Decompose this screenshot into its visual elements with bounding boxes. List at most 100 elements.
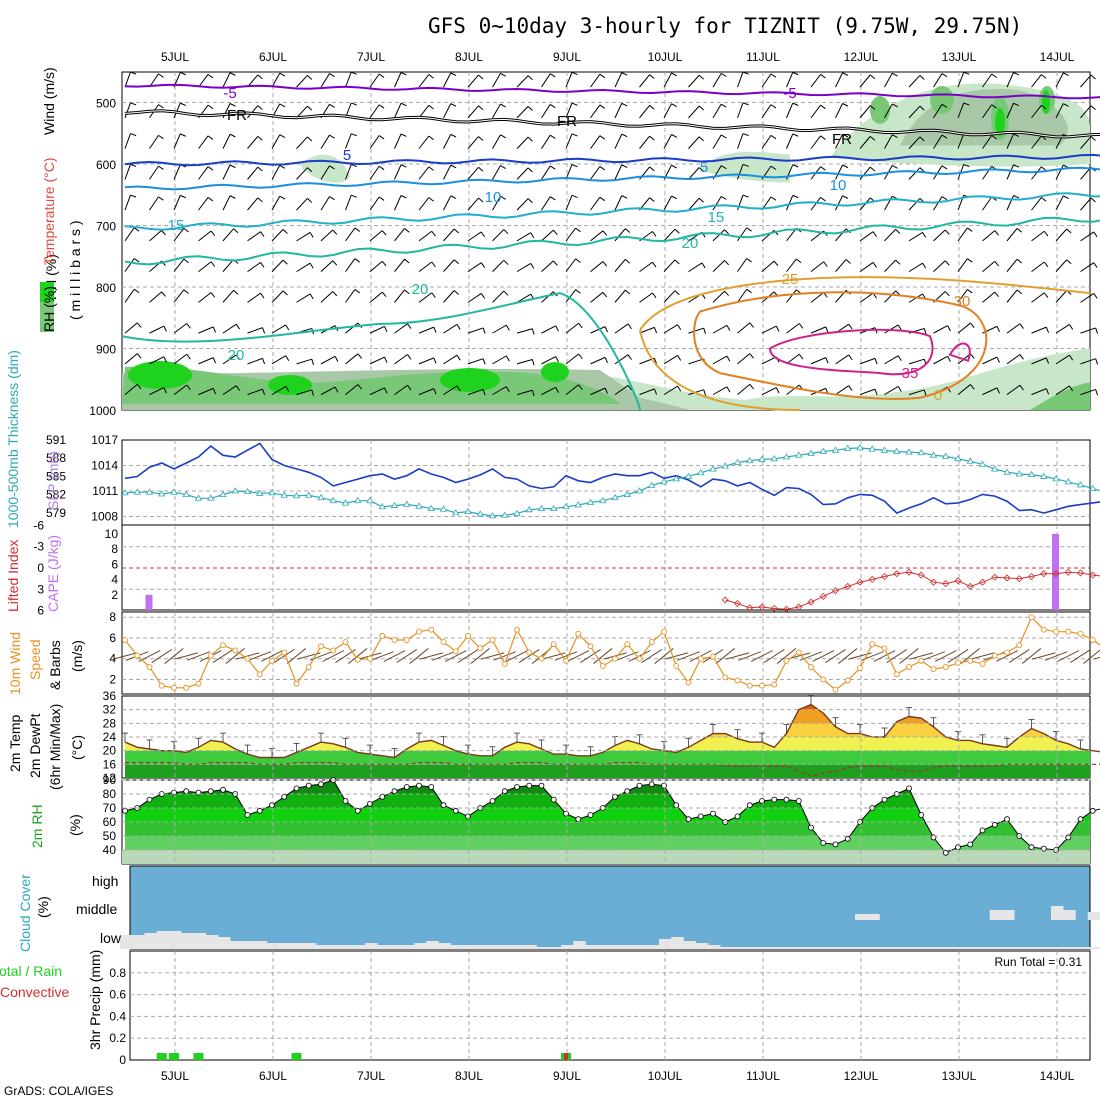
wind-barb: [742, 102, 749, 106]
wind-barb: [590, 166, 601, 180]
wind-barb: [1043, 230, 1049, 237]
wind-barb: [198, 261, 212, 273]
wind-barb: [565, 72, 573, 88]
wind-barb: [394, 195, 402, 211]
wind-barb: [792, 164, 799, 168]
wind-barb: [503, 229, 509, 235]
wind-barb: [124, 194, 131, 211]
wind-barb: [516, 389, 533, 396]
thickness-point: [133, 488, 141, 495]
cloud-low-bar: [1014, 947, 1027, 949]
wind-barb: [922, 262, 927, 269]
contour-label: -5: [223, 85, 236, 102]
wind-speed-point: [893, 671, 900, 678]
wind-speed-point: [403, 637, 410, 643]
wind-barb: [531, 390, 535, 397]
thickness-point: [158, 490, 166, 497]
wind-speed-point: [991, 652, 998, 659]
wind-barb: [222, 289, 234, 303]
wind-barb: [173, 227, 185, 242]
wind-barb: [407, 384, 412, 391]
wind-barb: [653, 357, 658, 364]
wind-barb: [590, 387, 606, 396]
wind-barb: [541, 291, 554, 303]
wind-barb: [996, 326, 1000, 333]
rh-point: [379, 793, 386, 800]
thickness-point: [684, 472, 693, 479]
wind-barb: [173, 323, 188, 334]
wind-barb: [649, 74, 655, 79]
pressure-tick: 1000: [89, 404, 116, 418]
wind-barb: [994, 261, 999, 267]
thickness-point: [991, 465, 999, 472]
wind-barb: [329, 103, 335, 108]
lifted-index-point: [795, 603, 803, 611]
wind-barb: [516, 198, 529, 211]
wind-speed-point: [942, 664, 949, 670]
thickness-point: [1003, 468, 1011, 475]
cloud-low-bar: [818, 947, 831, 949]
thickness-point: [648, 481, 656, 488]
cloud-bars: [120, 906, 1100, 949]
wind-speed-point: [526, 649, 533, 656]
thickness-point: [856, 444, 864, 451]
rh-area: [720, 348, 1090, 410]
wind-barb: [1013, 102, 1020, 107]
wind-barb: [810, 261, 824, 273]
cape-tick: 2: [111, 588, 118, 602]
cloud-low-bar: [463, 945, 476, 949]
wind-barb: [282, 259, 288, 265]
precip-grid: [130, 951, 1090, 1060]
wind-barb: [404, 258, 410, 264]
wind-barb: [614, 164, 623, 180]
wind-barb: [247, 262, 261, 273]
wind-barb: [720, 195, 727, 200]
wind-tick: 6: [109, 631, 116, 645]
wind-barb: [467, 231, 482, 242]
surface-barb: [174, 652, 198, 660]
wind-barb: [602, 261, 608, 267]
rh-point: [844, 835, 851, 842]
precip-tick: 0.4: [109, 1009, 126, 1023]
wind-barb: [180, 194, 186, 199]
pressure-axis-label: ( m i l l i b a r s ): [67, 220, 83, 320]
lifted-index-point: [746, 604, 754, 612]
wind-barb: [285, 355, 290, 362]
wind-barb: [908, 198, 921, 211]
isotherm-35: [948, 342, 971, 363]
wind-speed-point: [1028, 614, 1035, 621]
wind-barb: [311, 359, 315, 366]
rh-area: [870, 96, 890, 124]
wind-barb: [384, 387, 388, 394]
cloud-low-bar: [1063, 947, 1076, 949]
surface-barb: [715, 648, 735, 664]
thickness-point: [746, 456, 754, 464]
thickness-point: [439, 505, 448, 512]
cloud-low-bar: [1051, 947, 1064, 949]
lifted-index-point: [1015, 575, 1023, 583]
wind-barb: [149, 165, 159, 180]
wind-barb: [212, 388, 217, 395]
cloud-low-bar: [1087, 947, 1100, 949]
wind-barb: [941, 73, 948, 78]
wind-barb: [124, 133, 131, 149]
wind-barb: [688, 105, 700, 119]
wind-barb: [307, 167, 313, 173]
cape-tick: 4: [111, 573, 118, 587]
wind-barb: [1055, 259, 1068, 272]
temp-tick: 32: [103, 703, 117, 717]
wind-barb: [247, 292, 261, 303]
slp-tick: 1017: [91, 433, 118, 447]
thickness-tick: 585: [46, 469, 66, 483]
wind-barb: [443, 134, 452, 149]
wind-barb: [247, 105, 259, 119]
cloud-low-bar: [1038, 947, 1052, 949]
wind-barb: [810, 104, 822, 119]
surface-barb: [751, 650, 773, 662]
thickness-label: 1000-500mb Thickness (dm): [5, 350, 21, 528]
wind-barb: [1080, 358, 1096, 365]
surface-barb: [470, 648, 490, 664]
wind-barb: [842, 133, 849, 138]
wind-barb: [639, 326, 655, 334]
